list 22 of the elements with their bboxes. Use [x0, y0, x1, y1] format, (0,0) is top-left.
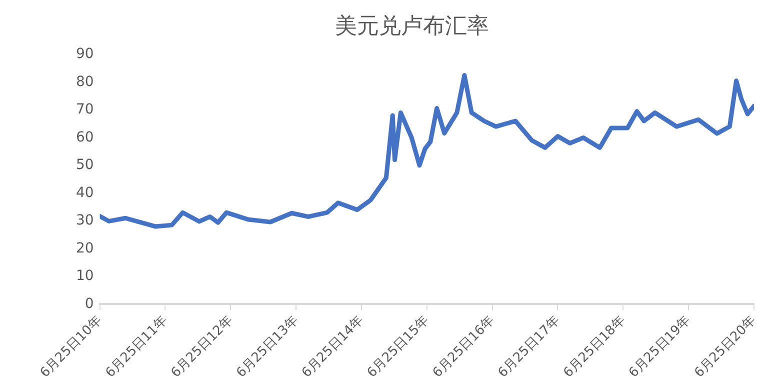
- chart-title: 美元兑卢布汇率: [335, 14, 489, 39]
- y-tick-label: 20: [76, 240, 94, 256]
- x-tick-label: 6月25日17年: [496, 313, 563, 381]
- x-tick-label: 6月25日10年: [38, 313, 106, 381]
- y-tick-label: 70: [76, 102, 94, 118]
- y-tick-label: 60: [76, 129, 94, 146]
- x-tick-label: 6月25日20年: [692, 313, 760, 381]
- y-tick-label: 80: [76, 74, 94, 90]
- y-tick-label: 90: [76, 46, 94, 62]
- y-tick-label: 0: [84, 296, 94, 312]
- y-tick-label: 40: [76, 184, 94, 201]
- x-tick-label: 6月25日11年: [102, 313, 170, 381]
- y-tick-label: 50: [76, 157, 94, 174]
- x-tick-label: 6月25日14年: [299, 313, 367, 381]
- x-tick-label: 6月25日16年: [430, 313, 498, 381]
- x-tick-label: 6月25日12年: [168, 313, 236, 381]
- x-tick-label: 6月25日18年: [560, 313, 628, 381]
- x-tick-label: 6月25日13年: [234, 313, 302, 381]
- y-tick-label: 10: [76, 268, 94, 284]
- y-tick-label: 30: [76, 212, 94, 229]
- x-tick-label: 6月25日19年: [626, 313, 694, 381]
- x-tick-label: 6月25日15年: [364, 313, 432, 381]
